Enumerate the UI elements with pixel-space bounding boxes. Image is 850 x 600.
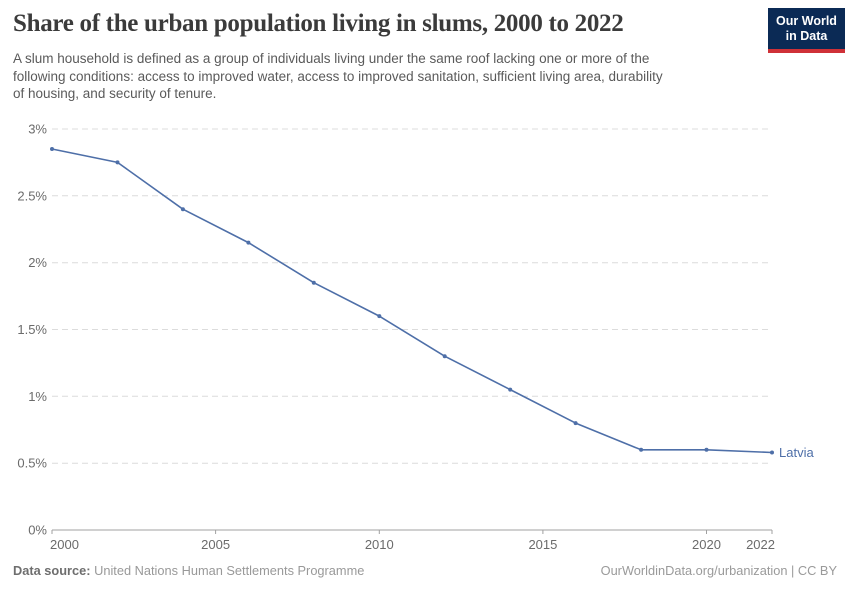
data-point-2002[interactable] (115, 160, 120, 165)
credit-link[interactable]: OurWorldinData.org/urbanization | CC BY (600, 563, 837, 578)
subtitle-line: of housing, and security of tenure. (13, 86, 217, 101)
chart-footer: Data source: United Nations Human Settle… (13, 563, 837, 578)
x-tick-label: 2010 (365, 537, 394, 552)
x-tick-label: 2020 (692, 537, 721, 552)
y-tick-label: 2% (28, 255, 47, 270)
subtitle-line: following conditions: access to improved… (13, 68, 663, 84)
data-point-2012[interactable] (442, 354, 447, 359)
data-source: Data source: United Nations Human Settle… (13, 563, 364, 578)
data-point-2010[interactable] (377, 314, 382, 319)
owid-logo-line2: in Data (785, 29, 828, 43)
owid-logo-line1: Our World (776, 14, 837, 28)
chart-subtitle: A slum household is defined as a group o… (13, 50, 773, 103)
chart-canvas[interactable]: 0% 0.5% 1% 1.5% 2% 2.5% 3% 2000 2005 2010 2015 2020… (0, 115, 850, 565)
x-tick-label: 2000 (50, 537, 79, 552)
data-point-2018[interactable] (639, 447, 644, 452)
data-point-2020[interactable] (704, 447, 709, 452)
y-tick-label: 1.5% (17, 322, 47, 337)
series-label-latvia[interactable]: Latvia (779, 445, 814, 460)
x-tick-label: 2022 (746, 537, 775, 552)
y-tick-label: 1% (28, 389, 47, 404)
y-tick-label: 2.5% (17, 188, 47, 203)
y-tick-label: 0.5% (17, 456, 47, 471)
data-source-value: United Nations Human Settlements Program… (94, 563, 365, 578)
data-point-2006[interactable] (246, 240, 251, 245)
data-point-2004[interactable] (180, 207, 185, 212)
data-point-2022[interactable] (770, 450, 774, 455)
data-point-2016[interactable] (573, 421, 578, 426)
data-point-2014[interactable] (508, 387, 513, 392)
data-source-label: Data source: (13, 563, 91, 578)
series-line-latvia[interactable] (51, 148, 773, 454)
data-point-2008[interactable] (311, 280, 316, 285)
chart-svg: 0% 0.5% 1% 1.5% 2% 2.5% 3% 2000 2005 2010 2015 2020… (17, 122, 814, 553)
page-title: Share of the urban population living in … (13, 10, 624, 37)
subtitle-line: A slum household is defined as a group o… (13, 51, 650, 66)
x-tick-label: 2015 (528, 537, 557, 552)
owid-logo: Our World in Data (768, 8, 845, 53)
data-point-2000[interactable] (50, 147, 54, 151)
y-tick-label: 0% (28, 523, 47, 538)
x-tick-label: 2005 (201, 537, 230, 552)
y-tick-label: 3% (28, 122, 47, 137)
